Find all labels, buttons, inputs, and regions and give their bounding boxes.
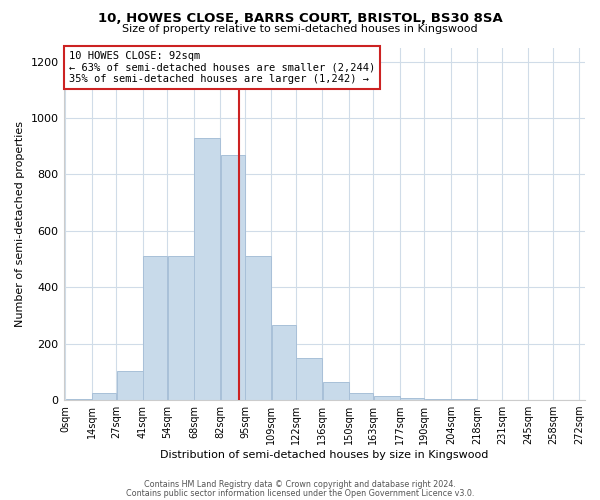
Bar xyxy=(349,393,373,400)
Y-axis label: Number of semi-detached properties: Number of semi-detached properties xyxy=(15,121,25,327)
Bar xyxy=(117,372,143,400)
Bar xyxy=(374,396,400,400)
Bar xyxy=(272,326,296,400)
Bar xyxy=(66,399,92,400)
Bar xyxy=(92,393,116,400)
Bar xyxy=(221,154,245,400)
Bar xyxy=(323,382,349,400)
Bar xyxy=(245,256,271,400)
X-axis label: Distribution of semi-detached houses by size in Kingswood: Distribution of semi-detached houses by … xyxy=(160,450,488,460)
Text: Size of property relative to semi-detached houses in Kingswood: Size of property relative to semi-detach… xyxy=(122,24,478,34)
Bar xyxy=(425,398,451,400)
Text: Contains HM Land Registry data © Crown copyright and database right 2024.: Contains HM Land Registry data © Crown c… xyxy=(144,480,456,489)
Text: 10 HOWES CLOSE: 92sqm
← 63% of semi-detached houses are smaller (2,244)
35% of s: 10 HOWES CLOSE: 92sqm ← 63% of semi-deta… xyxy=(69,51,375,84)
Bar xyxy=(296,358,322,400)
Bar xyxy=(451,399,477,400)
Text: 10, HOWES CLOSE, BARRS COURT, BRISTOL, BS30 8SA: 10, HOWES CLOSE, BARRS COURT, BRISTOL, B… xyxy=(98,12,502,26)
Bar xyxy=(143,256,167,400)
Bar xyxy=(194,138,220,400)
Bar xyxy=(400,398,424,400)
Bar xyxy=(168,256,194,400)
Text: Contains public sector information licensed under the Open Government Licence v3: Contains public sector information licen… xyxy=(126,488,474,498)
